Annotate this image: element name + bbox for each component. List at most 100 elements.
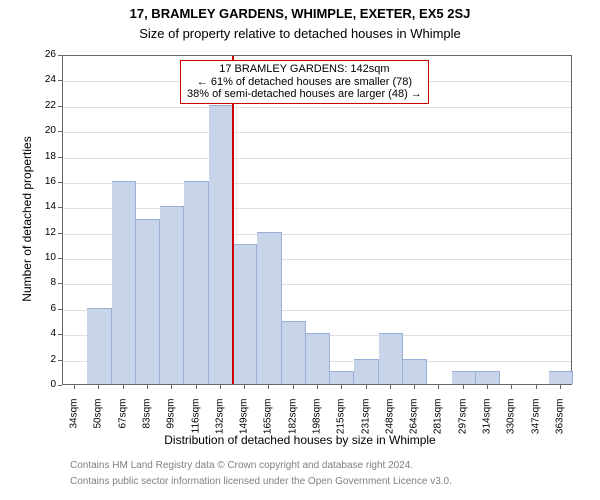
y-tick-mark bbox=[58, 55, 62, 56]
x-tick-label: 215sqm bbox=[336, 399, 347, 443]
x-tick-label: 132sqm bbox=[214, 399, 225, 443]
x-tick-label: 198sqm bbox=[312, 399, 323, 443]
x-tick-mark bbox=[196, 385, 197, 389]
y-tick-label: 26 bbox=[34, 49, 56, 60]
y-tick-mark bbox=[58, 258, 62, 259]
annotation-line-2: ← 61% of detached houses are smaller (78… bbox=[187, 76, 422, 89]
x-tick-mark bbox=[463, 385, 464, 389]
histogram-bar bbox=[476, 371, 500, 384]
x-tick-mark bbox=[438, 385, 439, 389]
x-tick-mark bbox=[536, 385, 537, 389]
gridline bbox=[63, 158, 571, 159]
y-tick-label: 0 bbox=[34, 379, 56, 390]
x-tick-label: 248sqm bbox=[384, 399, 395, 443]
x-tick-label: 264sqm bbox=[409, 399, 420, 443]
x-tick-mark bbox=[341, 385, 342, 389]
x-tick-label: 347sqm bbox=[530, 399, 541, 443]
histogram-bar bbox=[112, 181, 136, 384]
histogram-bar bbox=[160, 206, 184, 384]
x-tick-mark bbox=[414, 385, 415, 389]
gridline bbox=[63, 107, 571, 108]
x-tick-label: 34sqm bbox=[69, 399, 80, 443]
x-tick-mark bbox=[487, 385, 488, 389]
x-tick-label: 281sqm bbox=[433, 399, 444, 443]
histogram-bar bbox=[330, 371, 354, 384]
x-tick-mark bbox=[293, 385, 294, 389]
x-tick-label: 50sqm bbox=[93, 399, 104, 443]
annotation-line-3: 38% of semi-detached houses are larger (… bbox=[187, 88, 422, 101]
y-tick-label: 24 bbox=[34, 74, 56, 85]
y-tick-mark bbox=[58, 309, 62, 310]
x-tick-label: 83sqm bbox=[142, 399, 153, 443]
x-tick-mark bbox=[366, 385, 367, 389]
x-tick-label: 363sqm bbox=[554, 399, 565, 443]
histogram-bar bbox=[549, 371, 573, 384]
chart-container: { "layout": { "width": 600, "height": 50… bbox=[0, 0, 600, 500]
histogram-bar bbox=[306, 333, 330, 384]
x-tick-label: 116sqm bbox=[190, 399, 201, 443]
y-tick-mark bbox=[58, 106, 62, 107]
x-tick-mark bbox=[317, 385, 318, 389]
footer-line-1: Contains HM Land Registry data © Crown c… bbox=[70, 460, 413, 471]
y-tick-label: 16 bbox=[34, 176, 56, 187]
histogram-bar bbox=[403, 359, 427, 384]
y-tick-mark bbox=[58, 283, 62, 284]
y-tick-label: 12 bbox=[34, 227, 56, 238]
annotation-line-1: 17 BRAMLEY GARDENS: 142sqm bbox=[187, 63, 422, 76]
histogram-bar bbox=[257, 232, 281, 384]
y-tick-mark bbox=[58, 131, 62, 132]
gridline bbox=[63, 183, 571, 184]
x-tick-mark bbox=[98, 385, 99, 389]
y-tick-mark bbox=[58, 385, 62, 386]
page-title: 17, BRAMLEY GARDENS, WHIMPLE, EXETER, EX… bbox=[0, 6, 600, 21]
histogram-bar bbox=[452, 371, 476, 384]
y-tick-mark bbox=[58, 157, 62, 158]
y-tick-mark bbox=[58, 182, 62, 183]
y-tick-mark bbox=[58, 233, 62, 234]
x-tick-mark bbox=[123, 385, 124, 389]
x-tick-label: 165sqm bbox=[263, 399, 274, 443]
plot-area bbox=[62, 55, 572, 385]
x-tick-mark bbox=[390, 385, 391, 389]
x-tick-mark bbox=[147, 385, 148, 389]
x-tick-mark bbox=[268, 385, 269, 389]
x-tick-label: 149sqm bbox=[239, 399, 250, 443]
y-tick-label: 22 bbox=[34, 100, 56, 111]
x-tick-label: 182sqm bbox=[287, 399, 298, 443]
y-tick-label: 6 bbox=[34, 303, 56, 314]
y-tick-mark bbox=[58, 334, 62, 335]
y-tick-label: 4 bbox=[34, 328, 56, 339]
y-tick-mark bbox=[58, 207, 62, 208]
x-tick-label: 67sqm bbox=[117, 399, 128, 443]
y-tick-label: 18 bbox=[34, 151, 56, 162]
x-tick-label: 99sqm bbox=[166, 399, 177, 443]
y-axis-label: Number of detached properties bbox=[20, 109, 34, 329]
histogram-bar bbox=[282, 321, 306, 384]
gridline bbox=[63, 208, 571, 209]
x-tick-mark bbox=[171, 385, 172, 389]
property-marker-line bbox=[232, 56, 234, 384]
x-tick-mark bbox=[244, 385, 245, 389]
histogram-bar bbox=[209, 105, 233, 384]
x-tick-label: 314sqm bbox=[482, 399, 493, 443]
x-tick-mark bbox=[220, 385, 221, 389]
y-tick-label: 8 bbox=[34, 277, 56, 288]
y-tick-mark bbox=[58, 80, 62, 81]
x-tick-label: 330sqm bbox=[506, 399, 517, 443]
annotation-box: 17 BRAMLEY GARDENS: 142sqm ← 61% of deta… bbox=[180, 60, 429, 104]
y-tick-label: 2 bbox=[34, 354, 56, 365]
y-tick-label: 20 bbox=[34, 125, 56, 136]
histogram-bar bbox=[136, 219, 160, 384]
x-tick-mark bbox=[511, 385, 512, 389]
x-tick-mark bbox=[74, 385, 75, 389]
histogram-bar bbox=[379, 333, 403, 384]
gridline bbox=[63, 132, 571, 133]
y-tick-label: 14 bbox=[34, 201, 56, 212]
histogram-bar bbox=[354, 359, 378, 384]
page-subtitle: Size of property relative to detached ho… bbox=[0, 26, 600, 41]
y-tick-mark bbox=[58, 360, 62, 361]
histogram-bar bbox=[233, 244, 257, 384]
x-tick-label: 297sqm bbox=[457, 399, 468, 443]
histogram-bar bbox=[87, 308, 111, 384]
footer-line-2: Contains public sector information licen… bbox=[70, 476, 452, 487]
